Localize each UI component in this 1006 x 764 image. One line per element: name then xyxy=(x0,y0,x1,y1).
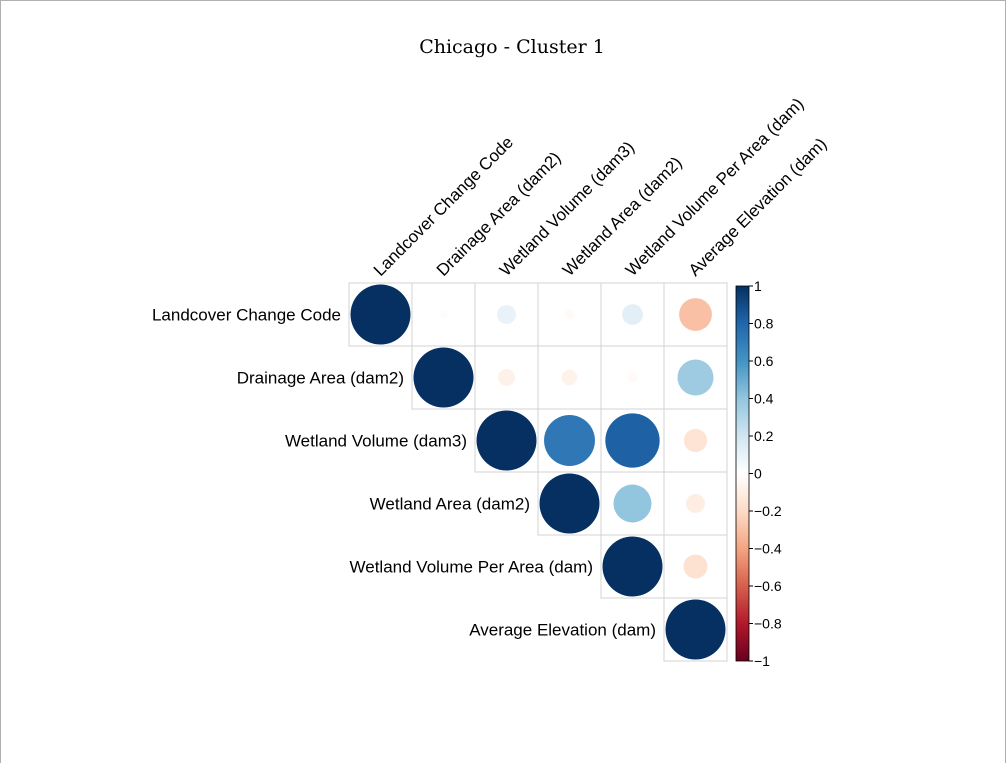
corr-circle-0-5 xyxy=(679,298,712,331)
colorbar-tick-label-2: 0.6 xyxy=(754,353,774,369)
row-labels: Landcover Change Code Drainage Area (dam2… xyxy=(152,306,656,640)
colorbar-tick-label-4: 0.2 xyxy=(754,428,774,444)
colorbar-tick-label-0: 1 xyxy=(754,278,762,294)
row-label-2: Wetland Volume (dam3) xyxy=(285,432,467,451)
corr-circle-3-3 xyxy=(539,473,600,534)
corr-circle-1-1 xyxy=(413,347,474,408)
corr-circle-5-5 xyxy=(665,599,726,660)
corr-circle-4-5 xyxy=(683,554,708,579)
corr-circle-3-5 xyxy=(686,494,705,513)
corr-circle-3-4 xyxy=(613,484,652,523)
colorbar-tick-label-7: −0.4 xyxy=(754,541,782,557)
colorbar-tick-label-10: −1 xyxy=(754,653,770,669)
corr-circle-1-4 xyxy=(627,372,638,383)
colorbar-tick-label-8: −0.6 xyxy=(754,578,782,594)
column-label-1: Drainage Area (dam2) xyxy=(433,148,565,280)
color-legend: 1 0.8 0.6 0.4 0.2 0 −0.2 −0.4 −0.6 −0.8 −1 xyxy=(735,278,782,669)
corr-circle-2-5 xyxy=(683,428,708,453)
corr-circle-1-5 xyxy=(677,359,714,396)
colorbar xyxy=(735,285,750,662)
corr-circle-1-2 xyxy=(498,369,515,386)
chart-title: Chicago - Cluster 1 xyxy=(419,36,605,58)
colorbar-tick-label-3: 0.4 xyxy=(754,391,774,407)
corr-circle-1-3 xyxy=(561,369,578,386)
corr-circle-0-3 xyxy=(564,309,575,320)
corr-circle-0-0 xyxy=(350,284,411,345)
column-label-3: Wetland Area (dam2) xyxy=(559,153,686,280)
corr-circle-4-4 xyxy=(602,536,663,597)
grid-cell-5-5 xyxy=(663,597,728,662)
corr-circle-0-1 xyxy=(439,310,448,319)
row-label-3: Wetland Area (dam2) xyxy=(370,495,530,514)
colorbar-tick-label-6: −0.2 xyxy=(754,503,782,519)
corr-circle-2-4 xyxy=(605,413,660,468)
row-label-5: Average Elevation (dam) xyxy=(469,621,656,640)
colorbar-tick-label-5: 0 xyxy=(754,466,762,482)
row-label-1: Drainage Area (dam2) xyxy=(237,369,404,388)
corr-circle-2-2 xyxy=(476,410,537,471)
row-label-0: Landcover Change Code xyxy=(152,306,341,325)
colorbar-tick-label-9: −0.8 xyxy=(754,616,782,632)
correlation-cells xyxy=(350,284,726,660)
row-label-4: Wetland Volume Per Area (dam) xyxy=(350,558,593,577)
corr-circle-2-3 xyxy=(544,415,595,466)
corr-circle-0-4 xyxy=(622,304,643,325)
grid-lines xyxy=(348,282,728,662)
corr-circle-0-2 xyxy=(497,305,516,324)
colorbar-tick-label-1: 0.8 xyxy=(754,316,774,332)
